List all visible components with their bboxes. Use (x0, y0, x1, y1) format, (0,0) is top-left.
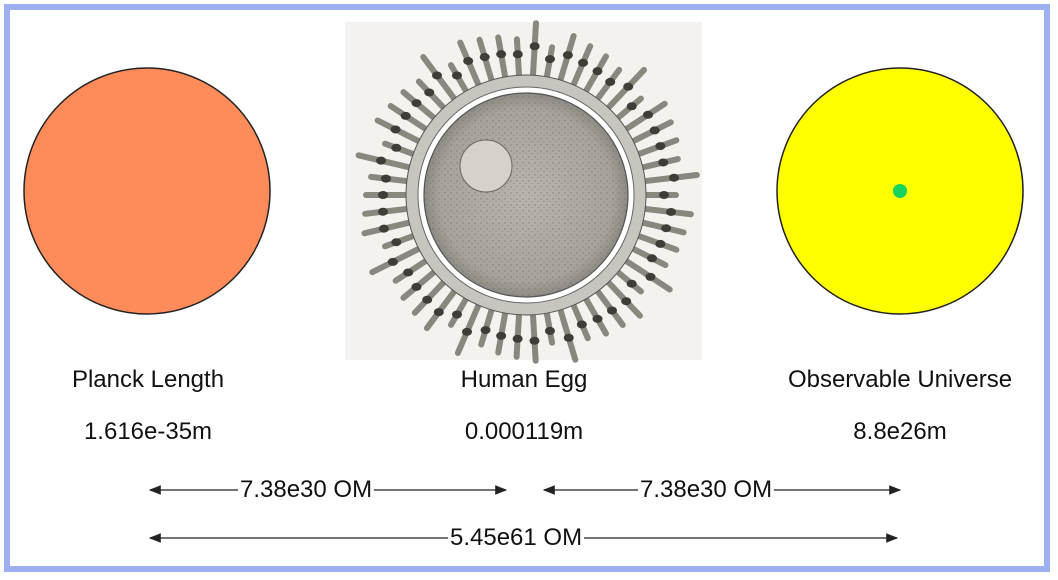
universe-size: 8.8e26m (853, 418, 947, 445)
follicle-nucleus (452, 310, 462, 319)
follicle-nucleus (576, 320, 587, 329)
follicle-nucleus (377, 207, 388, 216)
arrow-total-label: 5.45e61 OM (448, 524, 585, 552)
follicle-nucleus (512, 50, 523, 59)
follicle-nucleus (668, 173, 679, 182)
follicle-nucleus (659, 191, 669, 199)
follicle-nucleus (479, 53, 490, 62)
follicle-nucleus (661, 224, 672, 233)
follicle-nucleus (400, 111, 411, 120)
follicle-nucleus (391, 143, 402, 152)
follicle-nucleus (645, 272, 656, 281)
follicle-nucleus (378, 191, 388, 199)
follicle-nucleus (621, 297, 632, 306)
follicle-nucleus (433, 308, 444, 317)
human-egg-illustration (345, 20, 702, 364)
follicle-nucleus (512, 334, 523, 343)
follicle-nucleus (563, 333, 574, 342)
universe-title: Observable Universe (787, 366, 1013, 393)
follicle-nucleus (496, 331, 507, 340)
follicle-nucleus (655, 142, 666, 151)
follicle-nucleus (403, 268, 414, 277)
follicle-nucleus (592, 314, 603, 323)
follicle-nucleus (605, 77, 616, 86)
follicle-nucleus (432, 71, 443, 80)
follicle-nucleus (647, 254, 658, 263)
follicle-nucleus (411, 99, 422, 108)
follicle-nucleus (658, 158, 669, 167)
planck-title: Planck Length (71, 366, 225, 393)
follicle-nucleus (496, 50, 507, 59)
follicle-nucleus (623, 82, 634, 91)
follicle-nucleus (626, 102, 637, 111)
planck-size: 1.616e-35m (83, 418, 213, 445)
follicle-nucleus (544, 55, 555, 64)
follicle-nucleus (666, 207, 677, 216)
follicle-nucleus (529, 336, 540, 345)
follicle-nucleus (529, 42, 540, 51)
follicle-nucleus (606, 306, 617, 315)
follicle-nucleus (391, 238, 402, 247)
follicle-nucleus (390, 125, 401, 134)
follicle-nucleus (463, 56, 474, 65)
planck-circle (23, 67, 271, 315)
arrow-right-label: 7.38e30 OM (638, 476, 775, 504)
egg-title: Human Egg (460, 366, 588, 393)
follicle-nucleus (378, 224, 389, 233)
arrow-left-label: 7.38e30 OM (238, 476, 375, 504)
follicle-nucleus (480, 326, 491, 335)
follicle-nucleus (626, 279, 637, 288)
follicle-nucleus (452, 71, 462, 80)
follicle-nucleus (380, 174, 391, 183)
follicle-nucleus (411, 282, 422, 291)
follicle-nucleus (461, 327, 472, 336)
egg-size: 0.000119m (464, 418, 584, 445)
follicle-nucleus (422, 295, 433, 304)
follicle-nucleus (649, 126, 660, 135)
follicle-nucleus (544, 326, 555, 335)
follicle-nucleus (578, 58, 589, 67)
follicle-nucleus (376, 156, 387, 165)
follicle-nucleus (387, 257, 398, 266)
universe-center-dot (893, 184, 907, 198)
follicle-nucleus (655, 239, 666, 248)
follicle-nucleus (424, 88, 435, 97)
follicle-nucleus (642, 110, 653, 119)
follicle-nucleus (592, 67, 603, 76)
follicle-nucleus (562, 51, 573, 60)
